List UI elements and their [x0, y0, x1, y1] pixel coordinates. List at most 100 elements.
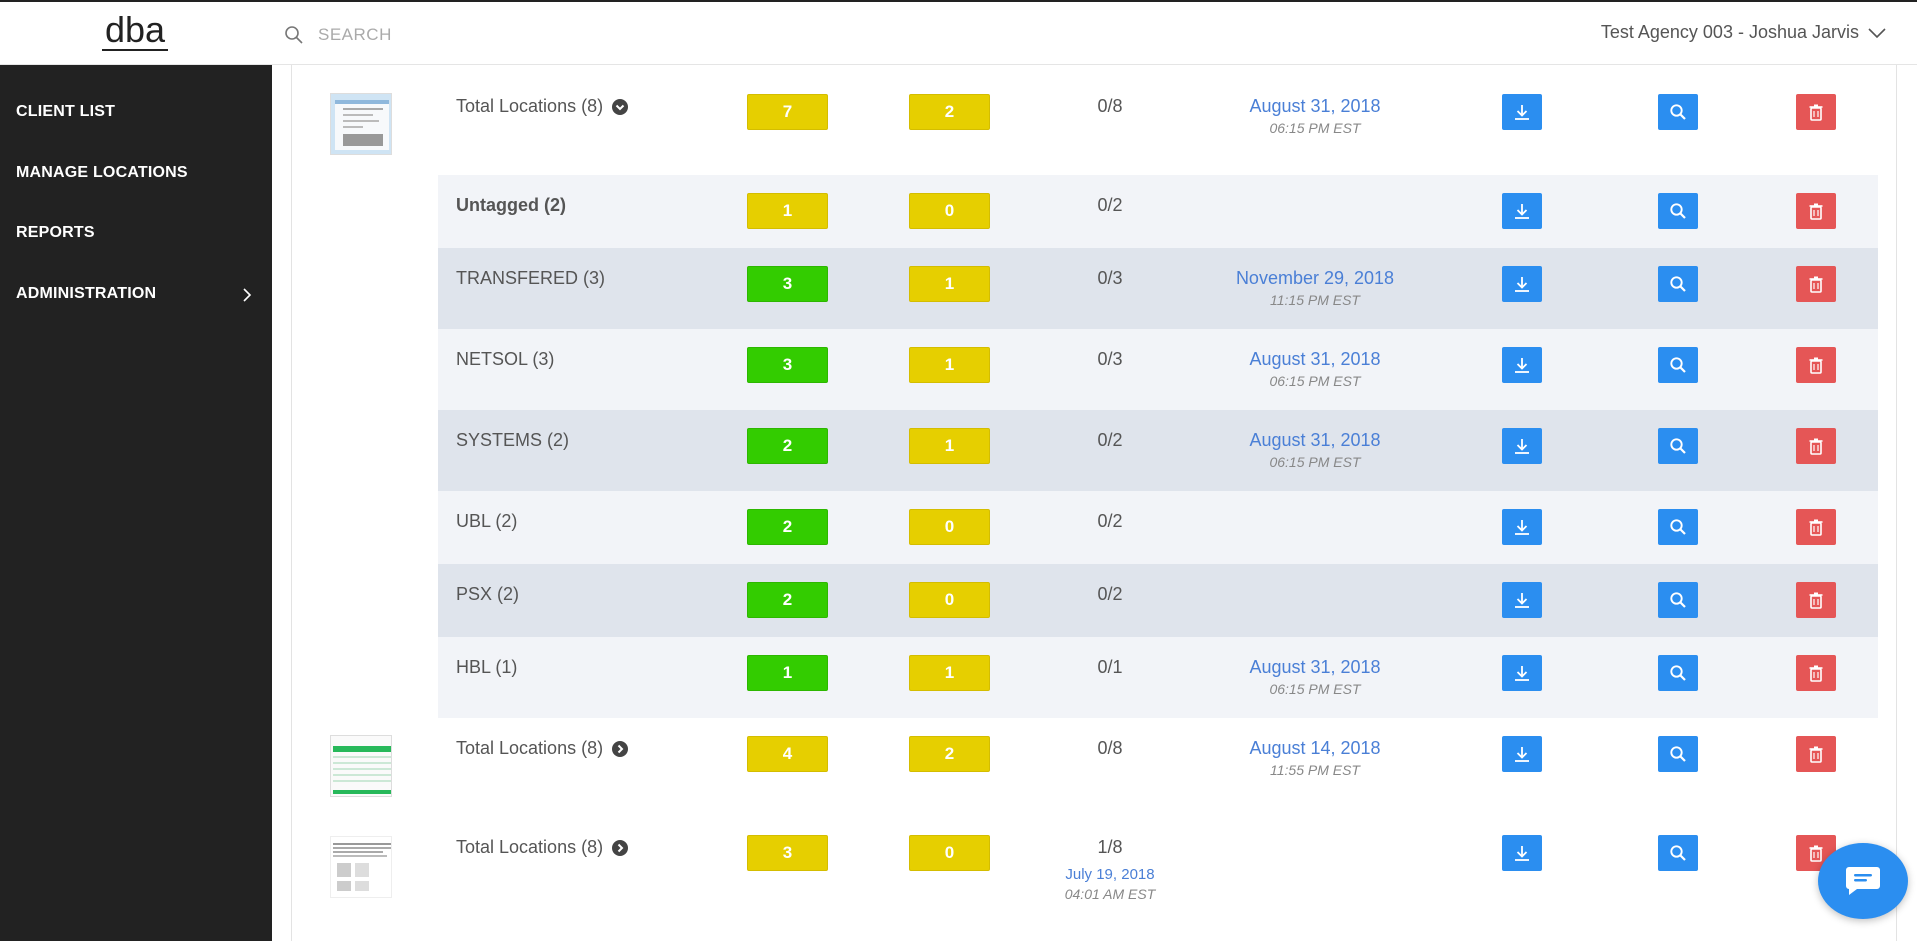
delete-button[interactable]	[1796, 347, 1836, 383]
date-link[interactable]: August 31, 2018	[1249, 96, 1381, 116]
search-bar[interactable]	[284, 20, 584, 50]
delete-button[interactable]	[1796, 509, 1836, 545]
date-link[interactable]: July 19, 2018	[1065, 866, 1155, 883]
status-badge: 0	[909, 193, 990, 229]
sidebar-item-reports[interactable]: REPORTS	[16, 224, 95, 241]
download-icon	[1515, 358, 1529, 373]
magnify-icon	[1670, 665, 1686, 681]
user-menu[interactable]: Test Agency 003 - Joshua Jarvis	[1601, 22, 1887, 43]
download-button[interactable]	[1502, 582, 1542, 618]
download-icon	[1515, 105, 1529, 120]
content-divider	[1896, 65, 1897, 941]
download-button[interactable]	[1502, 266, 1542, 302]
chat-button[interactable]	[1818, 843, 1908, 919]
delete-button[interactable]	[1796, 736, 1836, 772]
dba-logo[interactable]: dba	[92, 10, 178, 56]
row-label[interactable]: Total Locations (8)	[456, 837, 629, 858]
row-label[interactable]: NETSOL (3)	[456, 349, 555, 369]
row-label[interactable]: Total Locations (8)	[456, 738, 629, 759]
table-row	[438, 175, 1878, 248]
search-input[interactable]	[318, 25, 568, 45]
table-row	[438, 329, 1878, 410]
chevron-right-icon[interactable]	[242, 287, 252, 303]
magnify-icon	[1670, 357, 1686, 373]
ratio-value: 0/2	[1097, 584, 1123, 604]
circle-chevron-right-icon[interactable]	[612, 740, 629, 757]
view-button[interactable]	[1658, 736, 1698, 772]
download-button[interactable]	[1502, 94, 1542, 130]
download-button[interactable]	[1502, 835, 1542, 871]
status-badge: 1	[909, 347, 990, 383]
download-button[interactable]	[1502, 193, 1542, 229]
time-text: 06:15 PM EST	[1269, 681, 1361, 697]
chevron-down-icon	[1868, 27, 1886, 38]
status-badge: 2	[747, 582, 828, 618]
trash-icon	[1809, 104, 1823, 121]
row-label[interactable]: TRANSFERED (3)	[456, 268, 606, 288]
report-thumbnail[interactable]	[330, 93, 392, 155]
circle-chevron-down-icon[interactable]	[612, 98, 629, 115]
status-badge: 7	[747, 94, 828, 130]
time-text: 11:55 PM EST	[1269, 762, 1360, 778]
delete-button[interactable]	[1796, 655, 1836, 691]
date-link[interactable]: November 29, 2018	[1235, 268, 1395, 288]
download-button[interactable]	[1502, 347, 1542, 383]
time-text: 06:15 PM EST	[1269, 454, 1361, 470]
download-button[interactable]	[1502, 428, 1542, 464]
row-label[interactable]: UBL (2)	[456, 511, 518, 531]
view-button[interactable]	[1658, 94, 1698, 130]
row-label[interactable]: HBL (1)	[456, 657, 518, 677]
magnify-icon	[1670, 104, 1686, 120]
time-text: 04:01 AM EST	[1064, 886, 1156, 902]
magnify-icon	[1670, 438, 1686, 454]
status-badge: 3	[747, 266, 828, 302]
status-badge: 2	[909, 736, 990, 772]
chat-icon	[1846, 867, 1880, 895]
date-cell: August 14, 2018 11:55 PM EST	[1215, 738, 1415, 778]
trash-icon	[1809, 438, 1823, 455]
date-link[interactable]: August 14, 2018	[1249, 738, 1381, 758]
sidebar-item-manage-locations[interactable]: MANAGE LOCATIONS	[16, 164, 188, 181]
delete-button[interactable]	[1796, 428, 1836, 464]
delete-button[interactable]	[1796, 193, 1836, 229]
table-row	[438, 410, 1878, 491]
row-label[interactable]: Untagged (2)	[456, 195, 566, 215]
report-thumbnail[interactable]	[330, 836, 392, 898]
view-button[interactable]	[1658, 347, 1698, 383]
date-link[interactable]: August 31, 2018	[1249, 657, 1381, 677]
view-button[interactable]	[1658, 835, 1698, 871]
download-button[interactable]	[1502, 655, 1542, 691]
view-button[interactable]	[1658, 582, 1698, 618]
date-cell: August 31, 2018 06:15 PM EST	[1215, 657, 1415, 697]
ratio-value: 0/2	[1097, 511, 1123, 531]
view-button[interactable]	[1658, 428, 1698, 464]
delete-button[interactable]	[1796, 266, 1836, 302]
sidebar-item-client-list[interactable]: CLIENT LIST	[16, 103, 116, 120]
view-button[interactable]	[1658, 509, 1698, 545]
status-badge: 1	[909, 428, 990, 464]
date-cell: August 31, 2018 06:15 PM EST	[1215, 430, 1415, 470]
report-thumbnail[interactable]	[330, 735, 392, 797]
view-button[interactable]	[1658, 193, 1698, 229]
delete-button[interactable]	[1796, 582, 1836, 618]
status-badge: 1	[747, 655, 828, 691]
delete-button[interactable]	[1796, 94, 1836, 130]
ratio-value: 0/1	[1097, 657, 1123, 677]
view-button[interactable]	[1658, 655, 1698, 691]
date-link[interactable]: August 31, 2018	[1249, 349, 1381, 369]
status-badge: 0	[909, 509, 990, 545]
download-button[interactable]	[1502, 736, 1542, 772]
row-label[interactable]: Total Locations (8)	[456, 96, 629, 117]
status-badge: 1	[747, 193, 828, 229]
row-label[interactable]: PSX (2)	[456, 584, 520, 604]
view-button[interactable]	[1658, 266, 1698, 302]
download-icon	[1515, 593, 1529, 608]
row-label[interactable]: SYSTEMS (2)	[456, 430, 570, 450]
circle-chevron-right-icon[interactable]	[612, 839, 629, 856]
sidebar-item-administration[interactable]: ADMINISTRATION	[16, 285, 256, 303]
table-row	[438, 248, 1878, 329]
user-label: Test Agency 003 - Joshua Jarvis	[1600, 22, 1859, 42]
date-link[interactable]: August 31, 2018	[1249, 430, 1381, 450]
download-icon	[1515, 439, 1529, 454]
download-button[interactable]	[1502, 509, 1542, 545]
